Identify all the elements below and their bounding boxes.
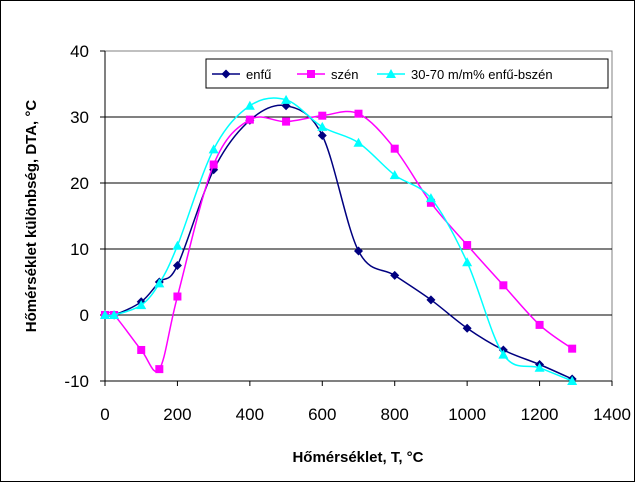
data-point-square (282, 117, 291, 126)
x-tick-label: 200 (163, 405, 191, 424)
legend-label-enfu: enfű (246, 67, 271, 82)
data-point-triangle (317, 121, 328, 131)
x-tick-label: 1000 (448, 405, 486, 424)
data-point-square (155, 365, 164, 374)
data-point-square (426, 198, 435, 207)
data-point-triangle (281, 94, 292, 104)
data-point-square (354, 109, 363, 118)
data-point-triangle (425, 193, 436, 203)
series-line-szen (104, 110, 573, 372)
data-point-diamond (390, 270, 400, 280)
data-point-triangle (208, 144, 219, 154)
data-point-diamond (172, 261, 182, 270)
data-point-square (463, 241, 472, 250)
y-tick-label: 30 (70, 108, 89, 127)
data-point-triangle (462, 257, 473, 267)
data-point-triangle (353, 137, 364, 147)
x-tick-label: 800 (381, 405, 409, 424)
y-tick-label: -10 (64, 372, 89, 391)
data-point-triangle (386, 69, 396, 78)
y-tick-label: 0 (80, 306, 89, 325)
data-point-square (307, 70, 315, 78)
x-tick-label: 1200 (521, 405, 559, 424)
data-point-triangle (567, 376, 578, 385)
data-point-diamond (426, 295, 436, 305)
x-tick-label: 1400 (593, 405, 631, 424)
x-tick-label: 400 (236, 405, 264, 424)
data-point-triangle (498, 349, 509, 359)
legend-label-keverek: 30-70 m/m% enfű-bszén (411, 67, 553, 82)
data-point-triangle (172, 240, 183, 250)
data-point-diamond (221, 69, 231, 79)
data-point-triangle (154, 278, 165, 288)
series-szen (101, 109, 577, 374)
series-group (100, 94, 578, 385)
data-point-square (173, 292, 182, 301)
x-tick-labels: 0 200 400 600 800 1000 1200 1400 (100, 405, 631, 424)
data-point-diamond (354, 246, 363, 256)
series-keverek (100, 94, 578, 385)
legend-box (205, 58, 609, 89)
data-point-triangle (244, 100, 255, 110)
data-point-triangle (534, 362, 545, 372)
y-tick-labels: -10 0 10 20 30 40 (64, 42, 89, 391)
data-point-diamond (317, 130, 327, 140)
data-point-triangle (136, 300, 147, 310)
y-tick-label: 40 (70, 42, 89, 61)
x-tick-label: 600 (308, 405, 336, 424)
data-point-triangle (100, 310, 110, 319)
data-point-square (390, 144, 399, 153)
x-tick-label: 0 (100, 405, 109, 424)
data-point-triangle (109, 310, 120, 319)
legend: enfű szén 30-70 m/m% enfű-bszén (205, 58, 609, 89)
data-point-square (137, 345, 146, 354)
y-tick-label: 20 (70, 174, 89, 193)
data-point-square (499, 281, 508, 290)
x-axis-title: Hőmérséklet, T, °C (292, 449, 423, 466)
legend-label-szen: szén (331, 67, 358, 82)
data-point-triangle (389, 170, 400, 180)
y-axis-title: Hőmérséklet különbség, DTA, °C (23, 100, 40, 333)
data-point-square (535, 320, 544, 329)
data-point-square (209, 160, 218, 169)
data-point-square (568, 344, 577, 353)
plot-area (104, 50, 613, 382)
y-tick-label: 10 (70, 240, 89, 259)
series-line-keverek (104, 97, 573, 382)
data-point-square (245, 115, 254, 124)
data-point-diamond (462, 323, 472, 333)
data-point-square (318, 111, 327, 120)
